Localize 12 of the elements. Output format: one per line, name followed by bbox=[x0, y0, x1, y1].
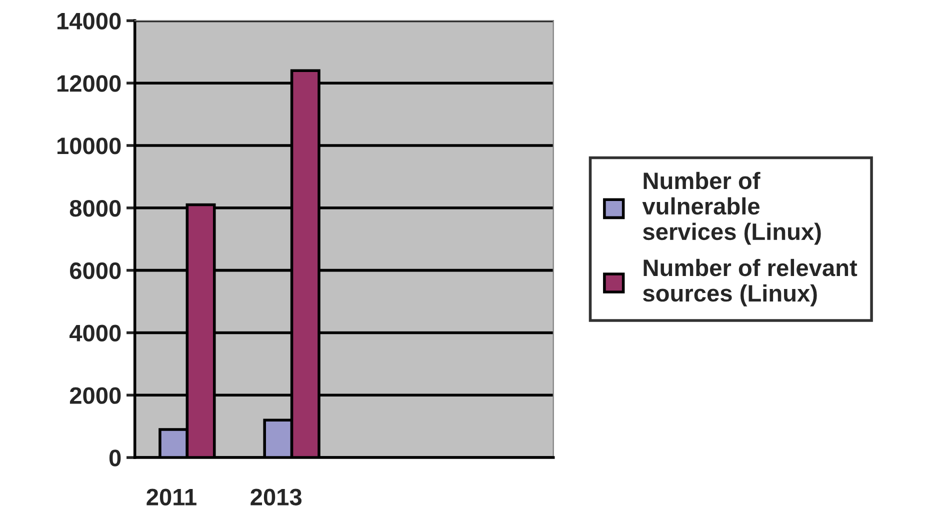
legend-label: Number of relevant sources (Linux) bbox=[643, 258, 858, 306]
y-tick-label: 10000 bbox=[57, 138, 121, 154]
y-tick-label: 14000 bbox=[57, 12, 121, 30]
y-tick-label: 12000 bbox=[57, 75, 121, 92]
y-tick-label: 6000 bbox=[70, 262, 121, 280]
x-tick-label: 2011 bbox=[146, 488, 196, 506]
y-tick-label: 2000 bbox=[70, 387, 121, 404]
y-tick-label: 4000 bbox=[69, 324, 121, 342]
x-tick-label: 2013 bbox=[250, 488, 302, 506]
y-tick-label: 0 bbox=[109, 450, 121, 466]
y-tick-label: 8000 bbox=[70, 200, 121, 217]
legend-label: Number of vulnerable services (Linux) bbox=[642, 172, 821, 245]
